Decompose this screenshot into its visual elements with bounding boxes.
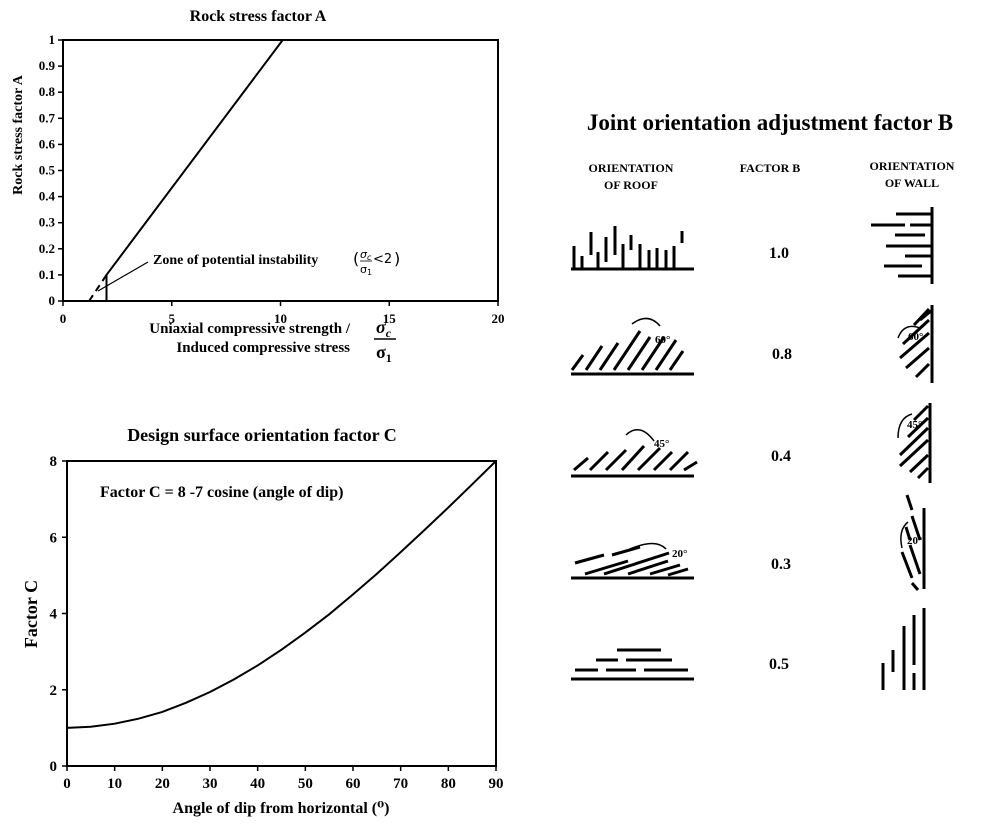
- chart-a-ytick-label: 0.6: [39, 136, 56, 151]
- svg-text:(: (: [353, 249, 359, 268]
- chart-a-annotation: Zone of potential instability: [153, 253, 318, 268]
- ratio-numerator: σc: [376, 317, 392, 340]
- chart-a-ytick-label: 0.2: [39, 241, 55, 256]
- svg-text:<2: <2: [373, 252, 392, 267]
- chart-a-series-solid-line: [105, 39, 284, 301]
- chart-a-ratio-symbol: σc σ1: [374, 317, 396, 365]
- chart-a-ytick-label: 0.9: [39, 58, 56, 73]
- chart-a-xtick-label: 0: [60, 311, 67, 326]
- chart-a-xtick-label: 20: [492, 311, 505, 326]
- chart-a-ytick-label: 0.8: [39, 84, 56, 99]
- svg-text:σc: σc: [360, 248, 372, 262]
- chart-a-ytick-label: 0.4: [39, 189, 56, 204]
- chart-a-xlabel-line2: Induced compressive stress: [176, 340, 350, 356]
- chart-a-annotation-condition: ( σc σ1 <2 ): [353, 248, 400, 277]
- chart-a-y-ticks: 0 0.1 0.2 0.3 0.4 0.5 0.6 0.7 0.8 0.9 1: [39, 32, 63, 308]
- svg-text:): ): [394, 249, 400, 268]
- chart-a-title: Rock stress factor A: [190, 8, 327, 25]
- chart-a-xtick-label: 10: [274, 311, 287, 326]
- chart-a-ytick-label: 0.1: [39, 267, 55, 282]
- chart-a-ytick-label: 0.7: [39, 110, 56, 125]
- chart-a-ytick-label: 1: [49, 32, 56, 47]
- chart-a-series: [88, 39, 284, 302]
- chart-a-ytick-label: 0.5: [39, 163, 56, 178]
- chart-a-xtick-label: 15: [383, 311, 397, 326]
- ratio-denominator: σ1: [376, 342, 392, 365]
- chart-a-xlabel-line1: Uniaxial compressive strength /: [149, 321, 351, 337]
- chart-a-annotation-leader: [97, 261, 149, 292]
- chart-a-xtick-label: 5: [169, 311, 176, 326]
- chart-a-ytick-label: 0: [49, 293, 56, 308]
- chart-a-x-ticks: 0 5 10 15 20: [60, 301, 505, 326]
- svg-text:σ1: σ1: [360, 263, 372, 277]
- chart-a-ylabel: Rock stress factor A: [11, 74, 26, 195]
- chart-a-ytick-label: 0.3: [39, 215, 56, 230]
- chart-a-series-dashed-line: [88, 274, 108, 302]
